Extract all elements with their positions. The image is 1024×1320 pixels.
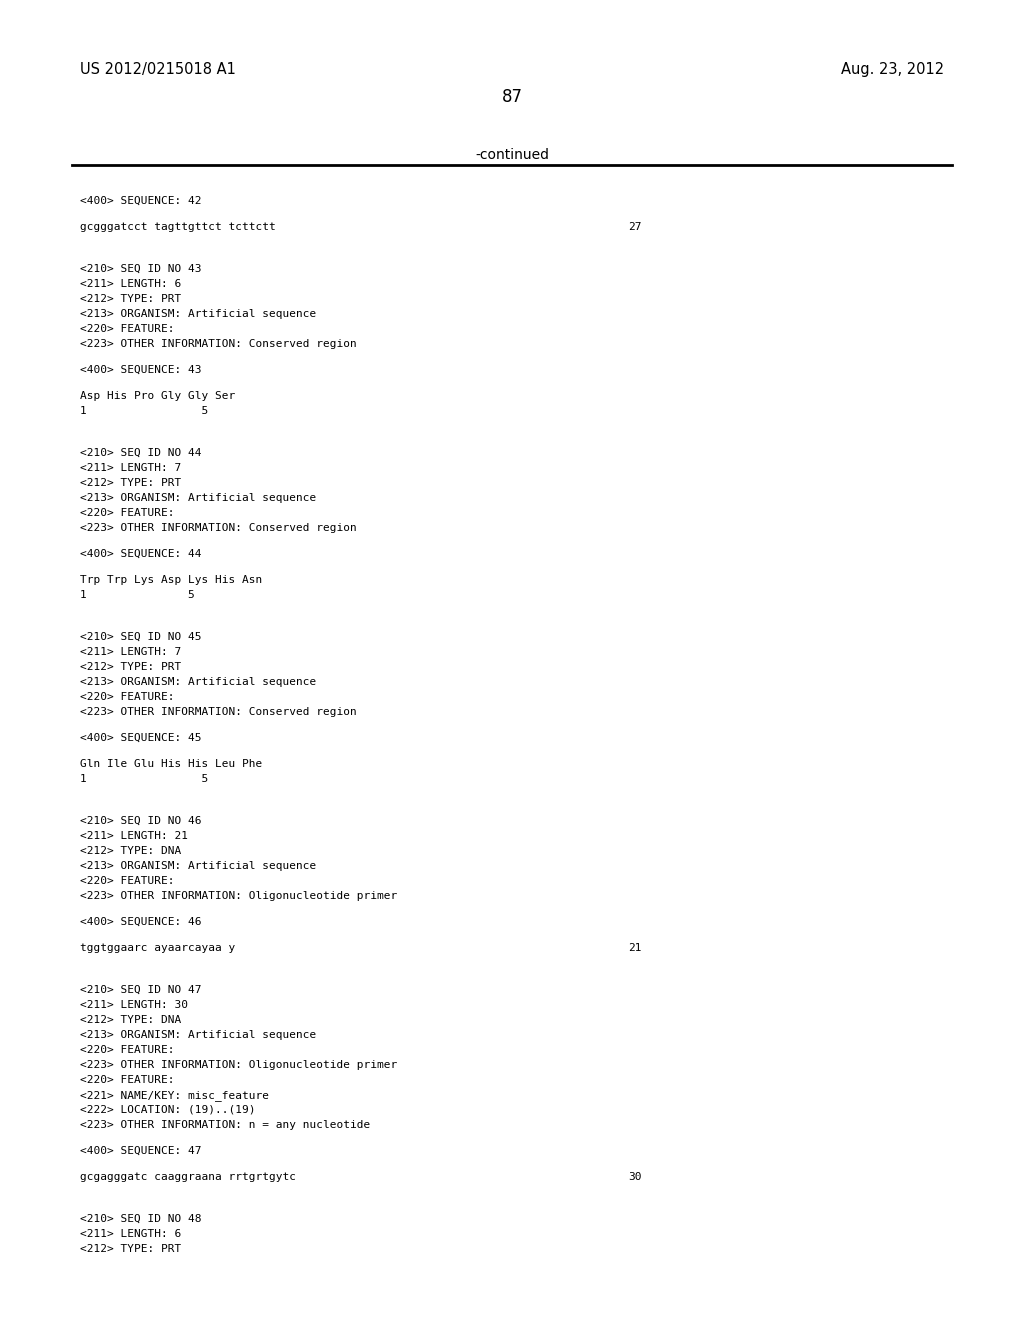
Text: <212> TYPE: DNA: <212> TYPE: DNA [80,1015,181,1026]
Text: <213> ORGANISM: Artificial sequence: <213> ORGANISM: Artificial sequence [80,492,316,503]
Text: <400> SEQUENCE: 46: <400> SEQUENCE: 46 [80,917,202,927]
Text: gcgggatcct tagttgttct tcttctt: gcgggatcct tagttgttct tcttctt [80,222,275,232]
Text: 1               5: 1 5 [80,590,195,601]
Text: <210> SEQ ID NO 43: <210> SEQ ID NO 43 [80,264,202,275]
Text: <212> TYPE: PRT: <212> TYPE: PRT [80,478,181,488]
Text: <212> TYPE: PRT: <212> TYPE: PRT [80,663,181,672]
Text: <220> FEATURE:: <220> FEATURE: [80,1045,174,1055]
Text: 21: 21 [628,942,641,953]
Text: <211> LENGTH: 6: <211> LENGTH: 6 [80,279,181,289]
Text: 27: 27 [628,222,641,232]
Text: <220> FEATURE:: <220> FEATURE: [80,508,174,517]
Text: <213> ORGANISM: Artificial sequence: <213> ORGANISM: Artificial sequence [80,861,316,871]
Text: tggtggaarc ayaarcayaa y: tggtggaarc ayaarcayaa y [80,942,236,953]
Text: <211> LENGTH: 21: <211> LENGTH: 21 [80,832,188,841]
Text: <223> OTHER INFORMATION: Oligonucleotide primer: <223> OTHER INFORMATION: Oligonucleotide… [80,891,397,902]
Text: <400> SEQUENCE: 43: <400> SEQUENCE: 43 [80,366,202,375]
Text: <211> LENGTH: 30: <211> LENGTH: 30 [80,1001,188,1010]
Text: <211> LENGTH: 7: <211> LENGTH: 7 [80,647,181,657]
Text: <223> OTHER INFORMATION: Conserved region: <223> OTHER INFORMATION: Conserved regio… [80,339,356,348]
Text: <222> LOCATION: (19)..(19): <222> LOCATION: (19)..(19) [80,1105,256,1115]
Text: <211> LENGTH: 6: <211> LENGTH: 6 [80,1229,181,1239]
Text: <212> TYPE: PRT: <212> TYPE: PRT [80,294,181,304]
Text: US 2012/0215018 A1: US 2012/0215018 A1 [80,62,236,77]
Text: <400> SEQUENCE: 44: <400> SEQUENCE: 44 [80,549,202,558]
Text: <210> SEQ ID NO 48: <210> SEQ ID NO 48 [80,1214,202,1224]
Text: <212> TYPE: PRT: <212> TYPE: PRT [80,1243,181,1254]
Text: gcgagggatc caaggraana rrtgrtgytc: gcgagggatc caaggraana rrtgrtgytc [80,1172,296,1181]
Text: <400> SEQUENCE: 45: <400> SEQUENCE: 45 [80,733,202,743]
Text: <220> FEATURE:: <220> FEATURE: [80,323,174,334]
Text: <213> ORGANISM: Artificial sequence: <213> ORGANISM: Artificial sequence [80,309,316,319]
Text: <223> OTHER INFORMATION: Oligonucleotide primer: <223> OTHER INFORMATION: Oligonucleotide… [80,1060,397,1071]
Text: <210> SEQ ID NO 45: <210> SEQ ID NO 45 [80,632,202,642]
Text: <212> TYPE: DNA: <212> TYPE: DNA [80,846,181,855]
Text: <400> SEQUENCE: 42: <400> SEQUENCE: 42 [80,195,202,206]
Text: Asp His Pro Gly Gly Ser: Asp His Pro Gly Gly Ser [80,391,236,401]
Text: 87: 87 [502,88,522,106]
Text: <213> ORGANISM: Artificial sequence: <213> ORGANISM: Artificial sequence [80,677,316,686]
Text: <220> FEATURE:: <220> FEATURE: [80,692,174,702]
Text: <223> OTHER INFORMATION: Conserved region: <223> OTHER INFORMATION: Conserved regio… [80,523,356,533]
Text: <220> FEATURE:: <220> FEATURE: [80,876,174,886]
Text: <210> SEQ ID NO 44: <210> SEQ ID NO 44 [80,447,202,458]
Text: <210> SEQ ID NO 46: <210> SEQ ID NO 46 [80,816,202,826]
Text: <223> OTHER INFORMATION: n = any nucleotide: <223> OTHER INFORMATION: n = any nucleot… [80,1119,371,1130]
Text: 1                 5: 1 5 [80,407,208,416]
Text: <400> SEQUENCE: 47: <400> SEQUENCE: 47 [80,1146,202,1156]
Text: <220> FEATURE:: <220> FEATURE: [80,1074,174,1085]
Text: Trp Trp Lys Asp Lys His Asn: Trp Trp Lys Asp Lys His Asn [80,576,262,585]
Text: 1                 5: 1 5 [80,774,208,784]
Text: <213> ORGANISM: Artificial sequence: <213> ORGANISM: Artificial sequence [80,1030,316,1040]
Text: -continued: -continued [475,148,549,162]
Text: <221> NAME/KEY: misc_feature: <221> NAME/KEY: misc_feature [80,1090,269,1101]
Text: <211> LENGTH: 7: <211> LENGTH: 7 [80,463,181,473]
Text: 30: 30 [628,1172,641,1181]
Text: <223> OTHER INFORMATION: Conserved region: <223> OTHER INFORMATION: Conserved regio… [80,708,356,717]
Text: <210> SEQ ID NO 47: <210> SEQ ID NO 47 [80,985,202,995]
Text: Gln Ile Glu His His Leu Phe: Gln Ile Glu His His Leu Phe [80,759,262,770]
Text: Aug. 23, 2012: Aug. 23, 2012 [841,62,944,77]
